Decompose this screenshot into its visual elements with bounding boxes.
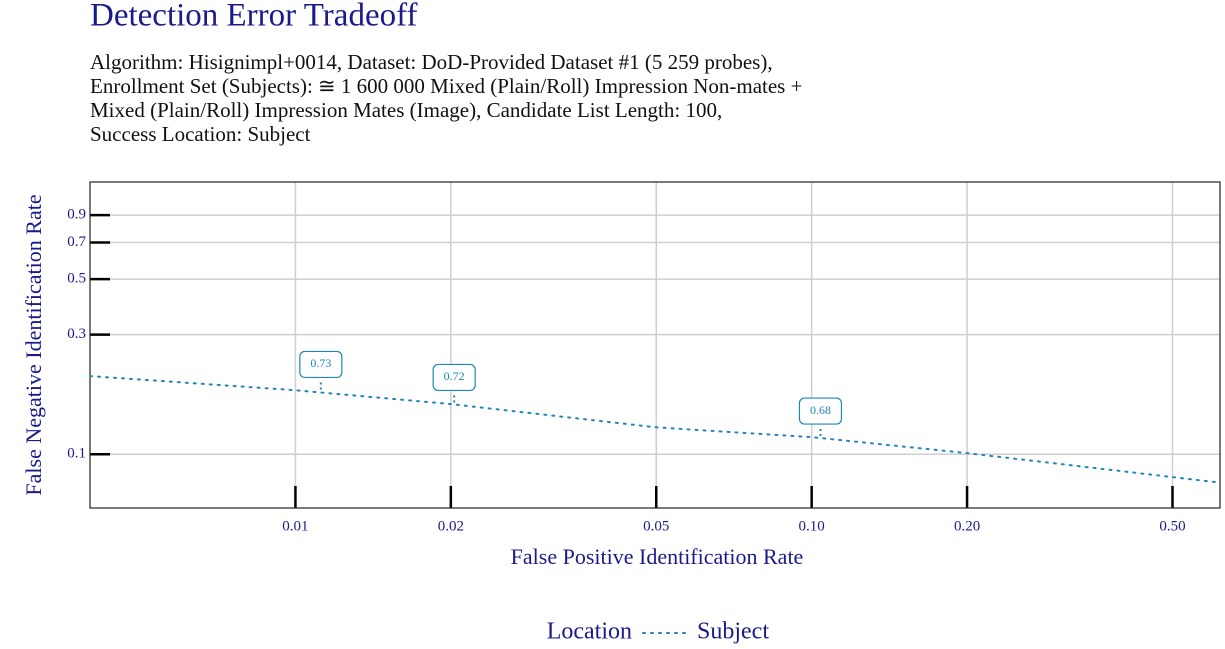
x-tick-label: 0.20 bbox=[954, 518, 980, 534]
y-tick-label: 0.5 bbox=[67, 271, 86, 287]
x-tick-label: 0.10 bbox=[799, 518, 825, 534]
y-axis-label: False Negative Identification Rate bbox=[21, 194, 46, 495]
y-tick-label: 0.3 bbox=[67, 326, 86, 342]
x-axis-label: False Positive Identification Rate bbox=[511, 544, 804, 569]
annotation-label: 0.73 bbox=[310, 356, 331, 370]
subtitle: Algorithm: Hisignimpl+0014, Dataset: DoD… bbox=[90, 50, 773, 74]
legend-title: Location bbox=[547, 619, 632, 645]
y-tick-label: 0.1 bbox=[67, 446, 86, 462]
plot-frame bbox=[89, 181, 1221, 509]
x-tick-label: 0.02 bbox=[438, 518, 464, 534]
annotation-box bbox=[299, 350, 343, 379]
subtitle: Mixed (Plain/Roll) Impression Mates (Ima… bbox=[90, 98, 722, 122]
x-tick-label: 0.01 bbox=[282, 518, 308, 534]
y-tick-label: 0.7 bbox=[67, 234, 86, 250]
legend-label: Subject bbox=[697, 619, 769, 645]
annotation-box bbox=[432, 363, 476, 392]
chart-title: Detection Error Tradeoff bbox=[90, 0, 417, 34]
subtitle: Enrollment Set (Subjects): ≅ 1 600 000 M… bbox=[90, 74, 802, 98]
annotation-label: 0.72 bbox=[444, 369, 465, 383]
x-tick-label: 0.05 bbox=[643, 518, 669, 534]
y-tick-label: 0.9 bbox=[67, 207, 86, 223]
subtitle: Success Location: Subject bbox=[90, 122, 311, 146]
annotation-box bbox=[798, 397, 843, 425]
x-tick-label: 0.50 bbox=[1159, 518, 1185, 534]
curve bbox=[89, 375, 1221, 484]
annotation-label: 0.68 bbox=[810, 403, 831, 417]
